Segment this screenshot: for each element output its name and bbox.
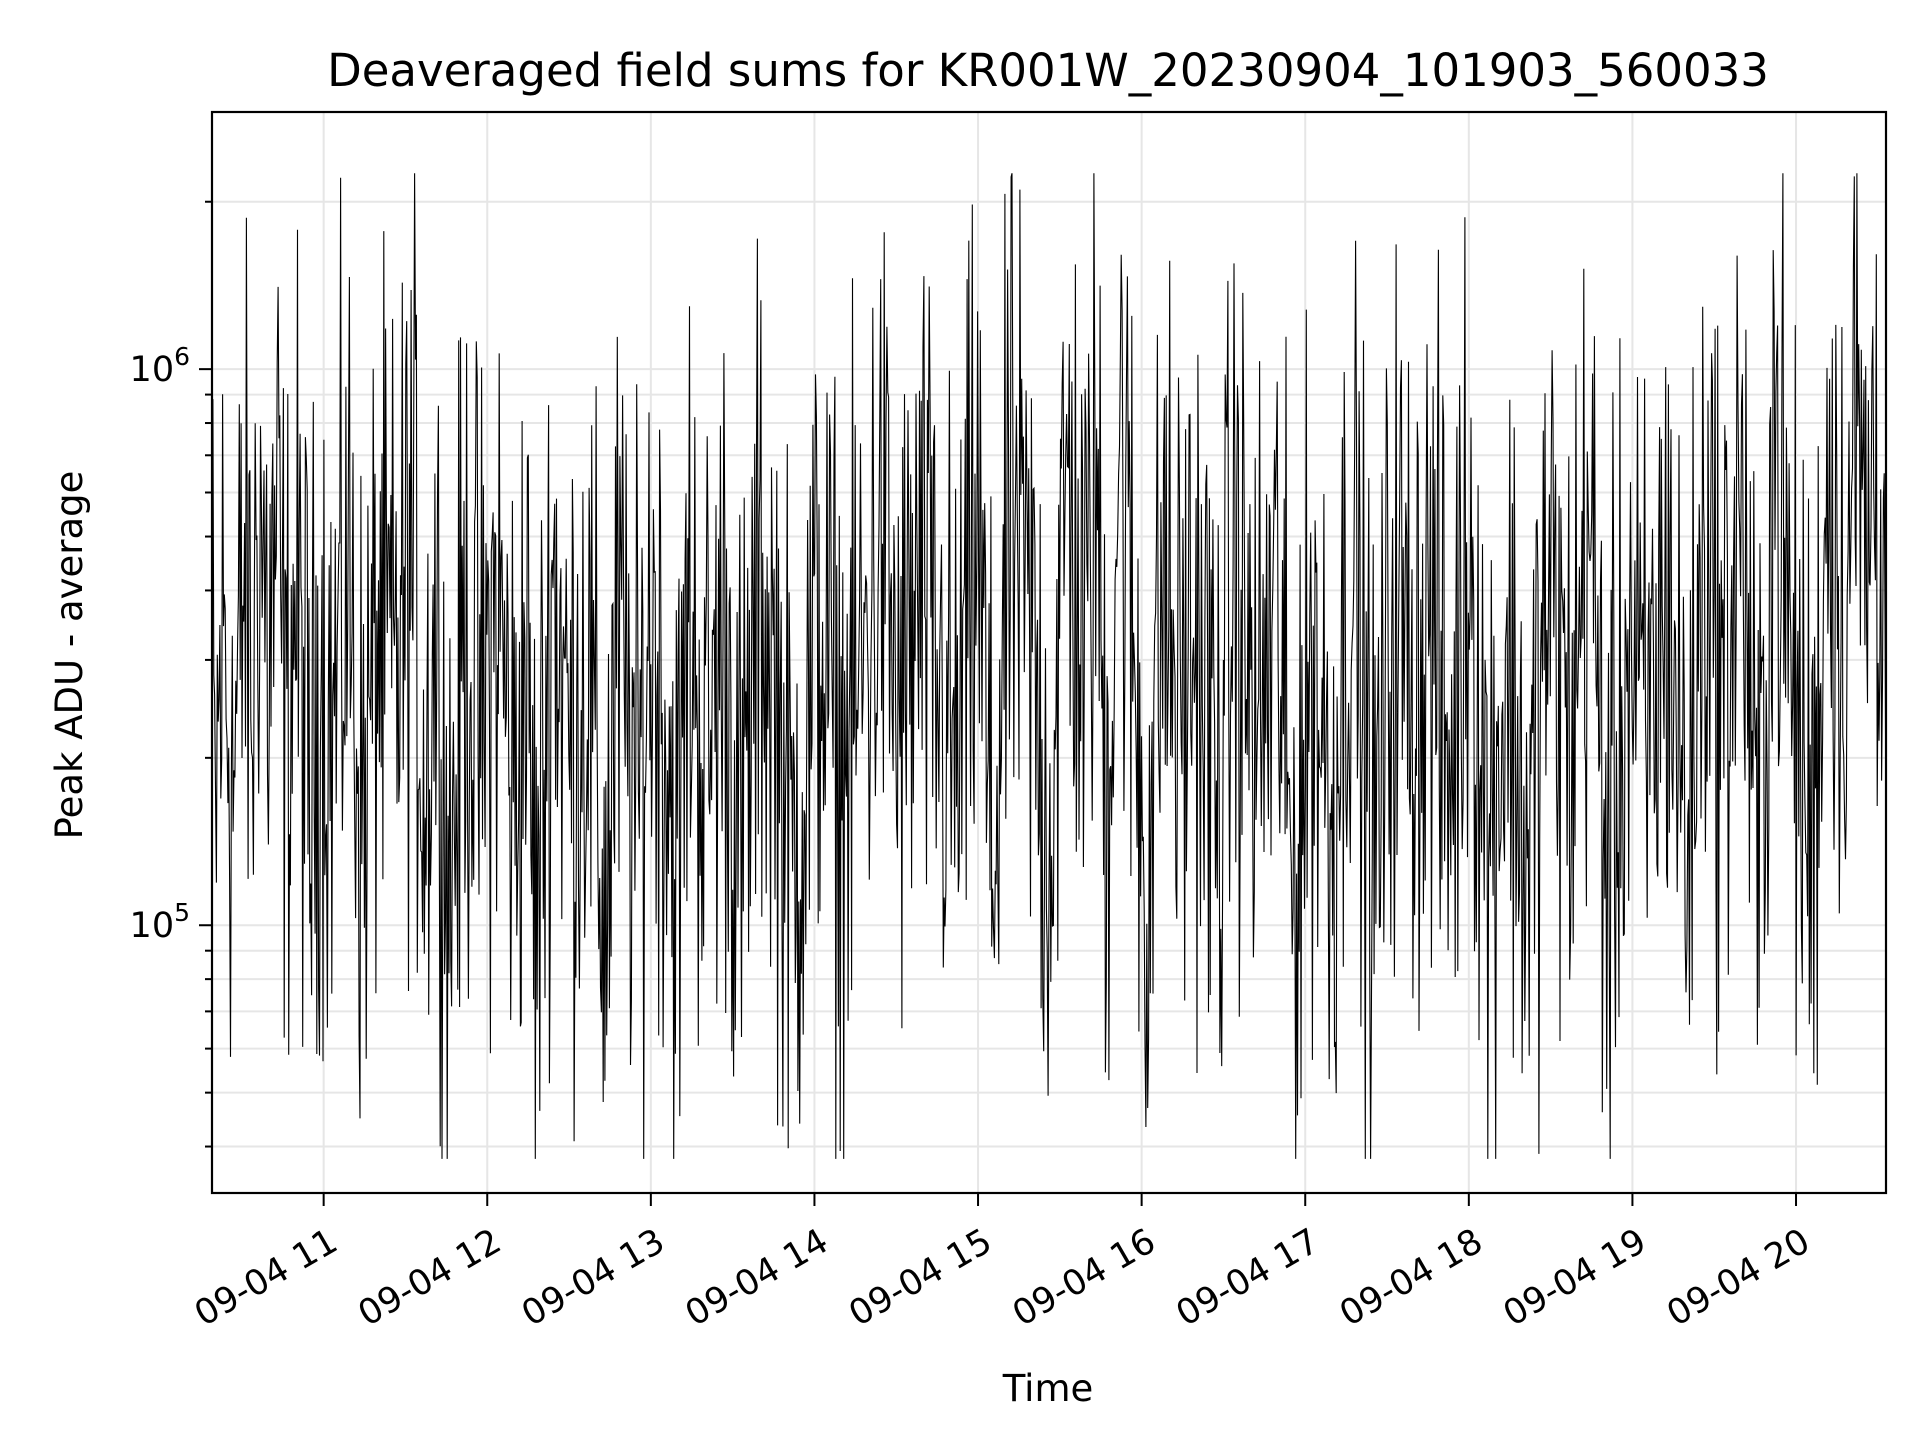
chart-title: Deaveraged field sums for KR001W_2023090… [327,44,1769,97]
plot-frame [210,110,1888,1195]
series-line [212,173,1886,1159]
y-tick-label-base: 10 [130,906,175,946]
x-axis-label: Time [1002,1367,1094,1410]
y-tick-label: 105 [130,898,190,946]
series-layer [212,173,1886,1159]
y-tick-label-exponent: 6 [174,342,190,371]
y-tick-label-exponent: 5 [174,898,190,927]
y-tick-label-base: 10 [130,350,175,390]
y-axis-label: Peak ADU - average [48,471,91,840]
y-tick-label: 106 [130,342,190,390]
